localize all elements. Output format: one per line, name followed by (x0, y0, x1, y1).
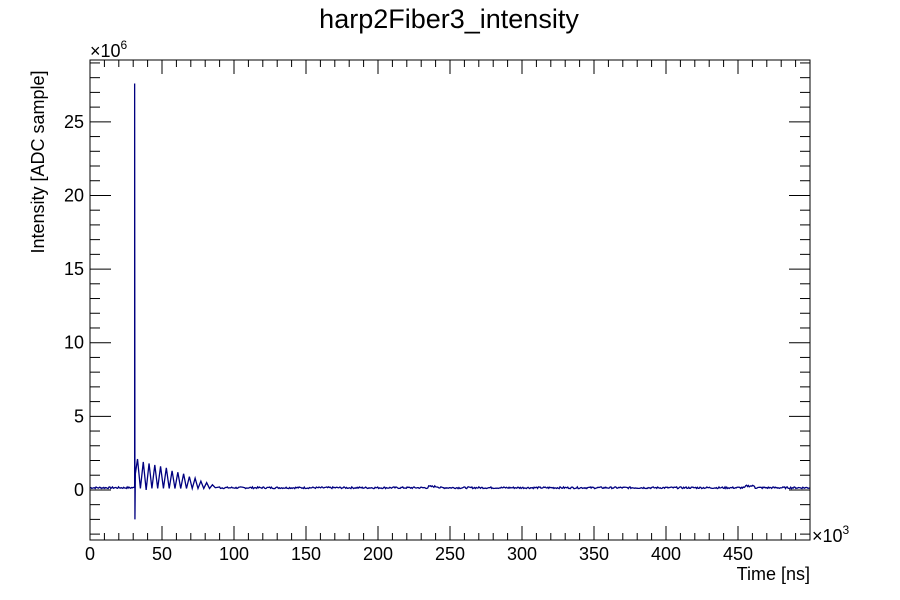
x-tick-label: 250 (435, 544, 465, 564)
x-tick-label: 100 (219, 544, 249, 564)
y-tick-label: 5 (74, 406, 84, 426)
x-tick-label: 200 (363, 544, 393, 564)
axis-ticks: 0 50 100 150 200 250 300 350 400 450 0 5 10 15 20 25 (64, 60, 810, 564)
y-tick-label: 10 (64, 333, 84, 353)
y-tick-label: 25 (64, 112, 84, 132)
x-tick-label: 450 (723, 544, 753, 564)
x-exponent-base: ×10 (812, 526, 843, 546)
x-tick-label: 400 (651, 544, 681, 564)
x-tick-label: 350 (579, 544, 609, 564)
data-series (89, 83, 810, 520)
y-tick-label: 20 (64, 185, 84, 205)
y-exponent-label: ×106 (90, 38, 128, 61)
x-tick-label: 50 (152, 544, 172, 564)
y-axis-label-group: Intensity [ADC sample] (28, 70, 48, 253)
x-axis-label: Time [ns] (737, 564, 810, 584)
y-exponent-base: ×10 (90, 41, 121, 61)
x-exponent-label: ×103 (812, 523, 850, 546)
plot-frame (89, 59, 811, 541)
chart-title: harp2Fiber3_intensity (319, 4, 579, 34)
x-exponent-power: 3 (843, 523, 850, 537)
y-exponent-power: 6 (121, 38, 128, 52)
x-tick-label: 0 (85, 544, 95, 564)
y-tick-label: 0 (74, 480, 84, 500)
x-tick-label: 150 (291, 544, 321, 564)
intensity-series-line (89, 83, 810, 520)
y-tick-label: 15 (64, 259, 84, 279)
x-axis-label-group: Time [ns] (737, 564, 810, 584)
x-tick-label: 300 (507, 544, 537, 564)
y-axis-label: Intensity [ADC sample] (28, 70, 48, 253)
